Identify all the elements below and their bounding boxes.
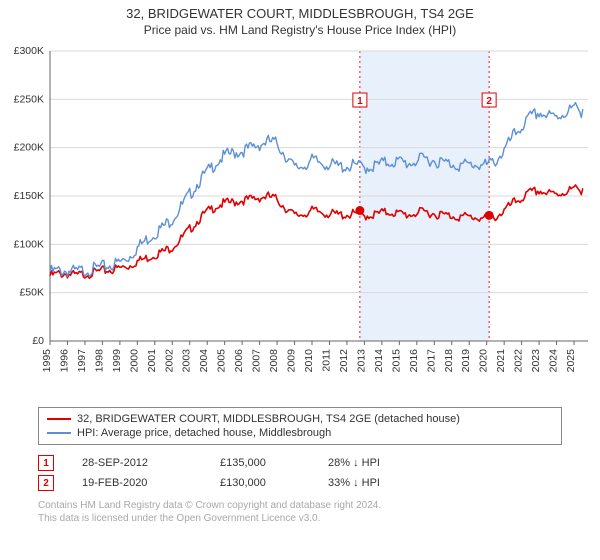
svg-text:2012: 2012 — [338, 349, 350, 373]
svg-text:2004: 2004 — [198, 349, 210, 373]
svg-text:2000: 2000 — [128, 349, 140, 373]
legend-label: HPI: Average price, detached house, Midd… — [77, 427, 331, 439]
svg-text:1995: 1995 — [41, 349, 53, 373]
svg-text:2018: 2018 — [443, 349, 455, 373]
legend-swatch — [47, 432, 71, 434]
svg-text:1996: 1996 — [58, 349, 70, 373]
svg-text:2009: 2009 — [286, 349, 298, 373]
chart-plot: £0 £50K £100K £150K £200K £250K £300K 1995 1996 1… — [0, 41, 600, 401]
svg-text:2007: 2007 — [251, 349, 263, 373]
svg-text:2021: 2021 — [495, 349, 507, 373]
svg-text:2020: 2020 — [478, 349, 490, 373]
transaction-price: £135,000 — [220, 457, 300, 469]
transaction-date: 19-FEB-2020 — [82, 477, 192, 489]
svg-text:2024: 2024 — [548, 349, 560, 373]
transactions-table: 1 28-SEP-2012 £135,000 28% ↓ HPI 2 19-FE… — [38, 453, 562, 493]
svg-text:£0: £0 — [32, 335, 44, 347]
legend-item: HPI: Average price, detached house, Midd… — [47, 426, 553, 440]
svg-text:1: 1 — [357, 96, 363, 107]
svg-text:2006: 2006 — [233, 349, 245, 373]
deal-marker-icon: 2 — [38, 475, 54, 491]
transaction-pct: 33% ↓ HPI — [328, 477, 418, 489]
svg-text:2022: 2022 — [513, 349, 525, 373]
svg-text:2023: 2023 — [530, 349, 542, 373]
svg-text:1999: 1999 — [111, 349, 123, 373]
svg-text:2008: 2008 — [268, 349, 280, 373]
footer-line: This data is licensed under the Open Gov… — [38, 512, 562, 525]
svg-text:£150K: £150K — [14, 190, 44, 202]
transaction-pct: 28% ↓ HPI — [328, 457, 418, 469]
svg-text:2019: 2019 — [460, 349, 472, 373]
svg-text:£100K: £100K — [14, 238, 44, 250]
svg-text:2010: 2010 — [303, 349, 315, 373]
transaction-price: £130,000 — [220, 477, 300, 489]
svg-text:£50K: £50K — [19, 287, 44, 299]
footer-attribution: Contains HM Land Registry data © Crown c… — [38, 499, 562, 525]
svg-text:£250K: £250K — [14, 93, 44, 105]
svg-text:2005: 2005 — [216, 349, 228, 373]
svg-text:2001: 2001 — [146, 349, 158, 373]
svg-text:2013: 2013 — [355, 349, 367, 373]
chart-subtitle: Price paid vs. HM Land Registry's House … — [0, 21, 600, 41]
table-row: 2 19-FEB-2020 £130,000 33% ↓ HPI — [38, 473, 562, 493]
footer-line: Contains HM Land Registry data © Crown c… — [38, 499, 562, 512]
legend-swatch — [47, 418, 71, 420]
svg-text:2002: 2002 — [163, 349, 175, 373]
svg-text:2003: 2003 — [181, 349, 193, 373]
svg-text:2: 2 — [486, 96, 492, 107]
svg-text:£300K: £300K — [14, 45, 44, 57]
deal-marker-icon: 1 — [38, 455, 54, 471]
svg-text:1997: 1997 — [76, 349, 88, 373]
svg-text:2017: 2017 — [425, 349, 437, 373]
svg-text:£200K: £200K — [14, 142, 44, 154]
svg-text:2011: 2011 — [320, 349, 332, 372]
table-row: 1 28-SEP-2012 £135,000 28% ↓ HPI — [38, 453, 562, 473]
transaction-date: 28-SEP-2012 — [82, 457, 192, 469]
legend-label: 32, BRIDGEWATER COURT, MIDDLESBROUGH, TS… — [77, 413, 460, 425]
chart-title: 32, BRIDGEWATER COURT, MIDDLESBROUGH, TS… — [0, 0, 600, 21]
svg-text:1998: 1998 — [93, 349, 105, 373]
svg-text:2014: 2014 — [373, 349, 385, 373]
svg-text:2025: 2025 — [565, 349, 577, 373]
svg-text:2015: 2015 — [390, 349, 402, 373]
svg-text:2016: 2016 — [408, 349, 420, 373]
legend-item: 32, BRIDGEWATER COURT, MIDDLESBROUGH, TS… — [47, 412, 553, 426]
legend: 32, BRIDGEWATER COURT, MIDDLESBROUGH, TS… — [38, 407, 562, 445]
